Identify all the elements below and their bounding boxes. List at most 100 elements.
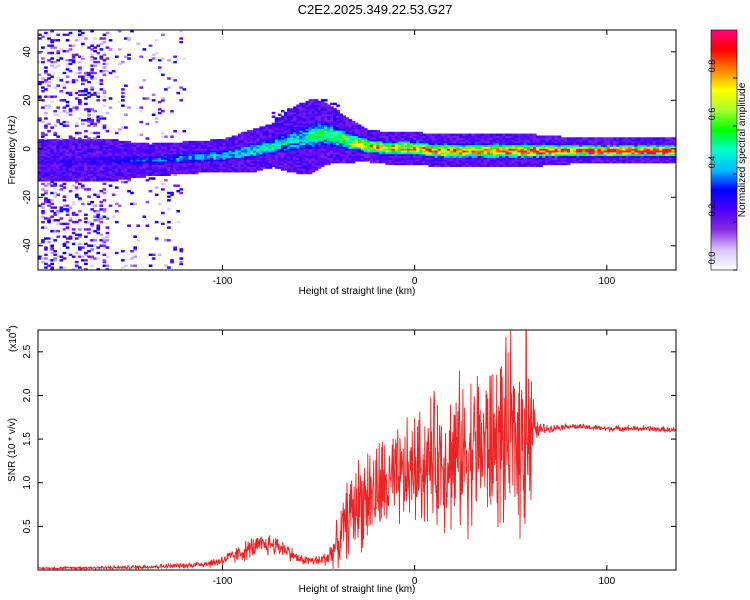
heatmap-cell xyxy=(597,157,602,160)
heatmap-cell xyxy=(656,150,660,153)
heatmap-cell xyxy=(268,160,273,164)
heatmap-cell xyxy=(87,140,91,144)
heatmap-cell xyxy=(566,153,571,157)
heatmap-cell xyxy=(167,86,171,89)
heatmap-cell xyxy=(53,140,58,144)
heatmap-cell xyxy=(665,139,669,142)
heatmap-cell xyxy=(130,30,134,33)
heatmap-cell xyxy=(323,140,328,144)
heatmap-cell xyxy=(594,142,599,146)
heatmap-cell xyxy=(188,150,193,153)
heatmap-cell xyxy=(240,135,245,138)
heatmap-cell xyxy=(219,168,224,171)
heatmap-cell xyxy=(277,139,282,142)
heatmap-cell xyxy=(68,150,73,153)
heatmap-cell xyxy=(62,242,67,246)
heatmap-cell xyxy=(56,135,61,138)
heatmap-cell xyxy=(391,146,396,149)
heatmap-cell xyxy=(127,153,131,157)
heatmap-cell xyxy=(108,159,113,162)
y-tick-label: 0.5 xyxy=(22,519,33,533)
heatmap-cell xyxy=(253,135,257,138)
heatmap-cell xyxy=(425,144,430,147)
heatmap-cell xyxy=(53,113,58,117)
heatmap-cell xyxy=(526,148,531,151)
heatmap-cell xyxy=(573,142,577,146)
heatmap-cell xyxy=(311,119,316,122)
heatmap-cell xyxy=(317,130,322,133)
heatmap-cell xyxy=(505,140,510,144)
heatmap-cell xyxy=(287,160,291,164)
heatmap-cell xyxy=(50,146,54,149)
heatmap-cell xyxy=(170,164,174,167)
heatmap-cell xyxy=(320,124,325,127)
heatmap-cell xyxy=(93,57,97,60)
heatmap-cell xyxy=(631,160,636,164)
heatmap-cell xyxy=(121,151,125,155)
heatmap-cell xyxy=(637,142,642,146)
heatmap-cell xyxy=(287,124,291,127)
heatmap-cell xyxy=(508,148,513,151)
heatmap-cell xyxy=(502,140,506,144)
heatmap-cell xyxy=(210,164,214,167)
heatmap-cell xyxy=(38,204,42,207)
heatmap-cell xyxy=(237,153,242,157)
heatmap-cell xyxy=(240,146,245,149)
heatmap-cell xyxy=(391,157,396,160)
heatmap-cell xyxy=(157,157,162,160)
heatmap-cell xyxy=(56,151,61,155)
heatmap-cell xyxy=(78,68,82,71)
heatmap-cell xyxy=(440,139,445,142)
heatmap-cell xyxy=(640,139,645,142)
heatmap-cell xyxy=(41,166,45,169)
heatmap-cell xyxy=(167,144,171,147)
heatmap-cell xyxy=(486,142,491,146)
heatmap-cell xyxy=(576,137,580,140)
heatmap-cell xyxy=(102,150,107,153)
heatmap-cell xyxy=(308,164,313,167)
heatmap-cell xyxy=(108,39,113,42)
heatmap-cell xyxy=(207,162,211,166)
heatmap-cell xyxy=(323,126,328,129)
heatmap-cell xyxy=(99,48,104,51)
heatmap-cell xyxy=(302,168,307,171)
heatmap-cell xyxy=(302,153,307,157)
heatmap-cell xyxy=(474,164,479,167)
heatmap-cell xyxy=(293,135,297,138)
heatmap-cell xyxy=(74,213,79,217)
heatmap-cell xyxy=(480,151,485,155)
heatmap-cell xyxy=(646,153,651,157)
heatmap-cell xyxy=(53,239,58,242)
heatmap-cell xyxy=(231,139,236,142)
heatmap-cell xyxy=(111,164,116,167)
heatmap-cell xyxy=(345,142,350,146)
heatmap-cell xyxy=(176,150,181,153)
heatmap-cell xyxy=(333,160,337,164)
heatmap-cell xyxy=(179,144,184,147)
heatmap-cell xyxy=(566,139,571,142)
heatmap-cell xyxy=(339,126,343,129)
heatmap-cell xyxy=(394,151,399,155)
heatmap-cell xyxy=(330,142,334,146)
heatmap-cell xyxy=(523,151,528,155)
heatmap-cell xyxy=(139,171,144,175)
heatmap-cell xyxy=(68,144,73,147)
heatmap-cell xyxy=(185,170,190,173)
heatmap-cell xyxy=(102,175,107,178)
heatmap-cell xyxy=(345,144,350,147)
heatmap-cell xyxy=(662,157,666,160)
heatmap-cell xyxy=(87,115,91,118)
heatmap-cell xyxy=(317,146,322,149)
heatmap-cell xyxy=(456,133,460,137)
heatmap-cell xyxy=(102,259,107,262)
heatmap-cell xyxy=(161,110,165,113)
heatmap-cell xyxy=(646,150,651,153)
heatmap-cell xyxy=(173,170,177,173)
heatmap-cell xyxy=(416,142,420,146)
heatmap-cell xyxy=(188,159,193,162)
heatmap-cell xyxy=(222,157,227,160)
heatmap-cell xyxy=(628,146,632,149)
heatmap-cell xyxy=(668,153,672,157)
heatmap-cell xyxy=(434,159,439,162)
heatmap-cell xyxy=(336,104,340,107)
